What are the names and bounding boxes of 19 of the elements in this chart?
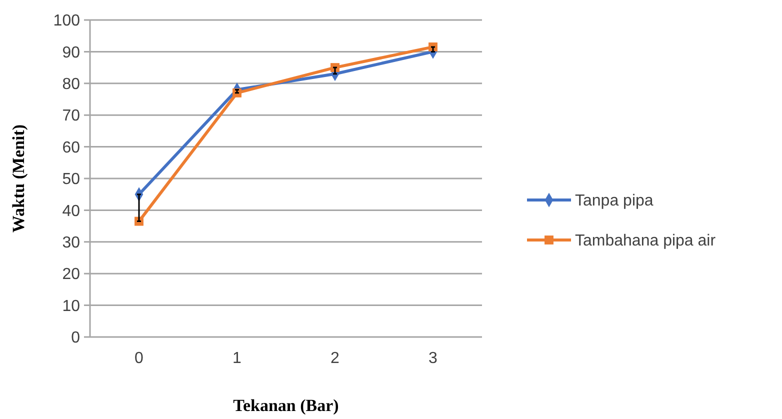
x-tick-label: 0 bbox=[134, 350, 144, 367]
x-tick-label: 3 bbox=[428, 350, 438, 367]
y-tick-label: 100 bbox=[53, 12, 80, 30]
x-tick-label: 2 bbox=[330, 350, 340, 367]
y-tick-label: 80 bbox=[62, 76, 80, 93]
y-axis-title: Waktu (Menit) bbox=[9, 124, 28, 233]
x-axis-title: Tekanan (Bar) bbox=[233, 396, 339, 415]
y-tick-label: 90 bbox=[62, 44, 80, 62]
y-tick-label: 70 bbox=[62, 108, 80, 125]
y-tick-label: 50 bbox=[62, 171, 80, 188]
x-tick-label: 1 bbox=[232, 350, 242, 367]
y-tick-label: 30 bbox=[62, 234, 80, 252]
legend-label: Tanpa pipa bbox=[575, 192, 654, 210]
y-tick-label: 40 bbox=[62, 202, 80, 220]
y-tick-label: 0 bbox=[71, 330, 80, 347]
y-tick-label: 60 bbox=[62, 139, 80, 156]
legend-label: Tambahana pipa air bbox=[575, 232, 716, 250]
y-tick-label: 10 bbox=[62, 298, 80, 315]
y-tick-label: 20 bbox=[62, 266, 80, 284]
